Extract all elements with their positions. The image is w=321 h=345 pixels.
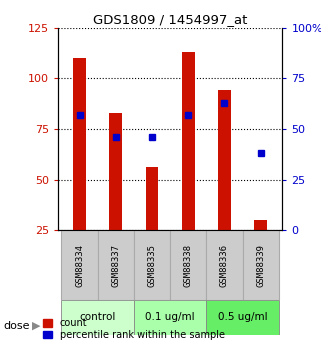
Legend: count, percentile rank within the sample: count, percentile rank within the sample bbox=[43, 318, 225, 340]
Text: dose: dose bbox=[3, 321, 30, 331]
Bar bbox=[109, 113, 122, 230]
Text: GSM88334: GSM88334 bbox=[75, 244, 84, 286]
Bar bbox=[73, 58, 86, 230]
Bar bbox=[206, 230, 243, 300]
Bar bbox=[218, 90, 231, 230]
Text: GSM88335: GSM88335 bbox=[148, 244, 157, 286]
Text: GSM88338: GSM88338 bbox=[184, 244, 193, 286]
Title: GDS1809 / 1454997_at: GDS1809 / 1454997_at bbox=[93, 13, 247, 27]
Bar bbox=[243, 230, 279, 300]
Text: control: control bbox=[80, 312, 116, 322]
Bar bbox=[182, 52, 195, 230]
Text: GSM88339: GSM88339 bbox=[256, 244, 265, 286]
Text: ▶: ▶ bbox=[32, 321, 40, 331]
Bar bbox=[134, 230, 170, 300]
Text: 0.1 ug/ml: 0.1 ug/ml bbox=[145, 312, 195, 322]
Bar bbox=[146, 167, 158, 230]
Bar bbox=[61, 230, 98, 300]
Bar bbox=[134, 300, 206, 335]
Bar bbox=[98, 230, 134, 300]
Text: GSM88337: GSM88337 bbox=[111, 244, 120, 286]
Text: 0.5 ug/ml: 0.5 ug/ml bbox=[218, 312, 267, 322]
Bar bbox=[61, 300, 134, 335]
Text: GSM88336: GSM88336 bbox=[220, 244, 229, 286]
Bar bbox=[206, 300, 279, 335]
Bar bbox=[170, 230, 206, 300]
Bar bbox=[254, 220, 267, 230]
